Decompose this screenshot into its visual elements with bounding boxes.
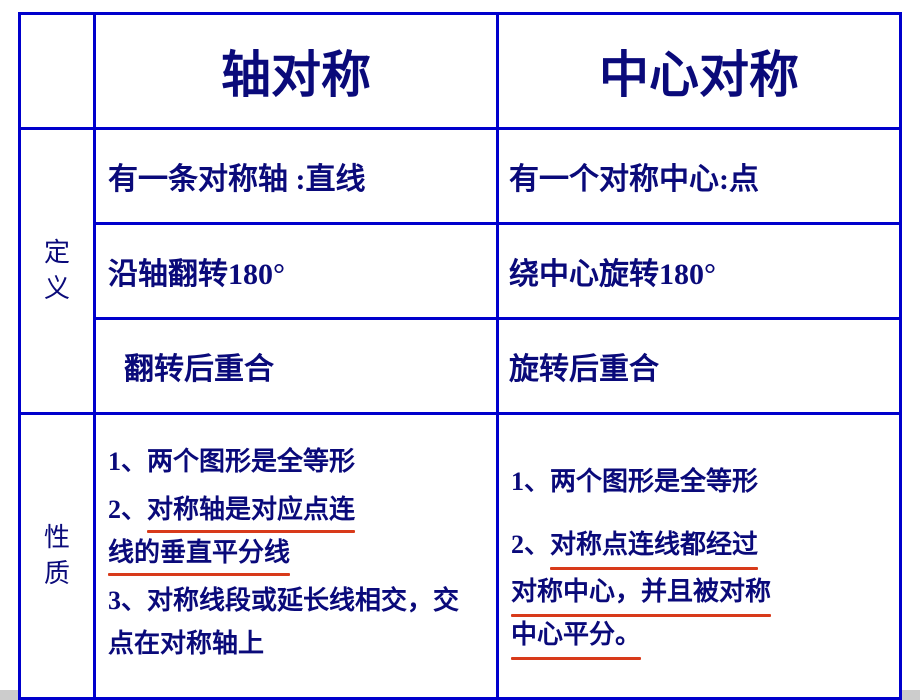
def-axial-2: 沿轴翻转180°: [95, 224, 498, 319]
prop-axial-2-u1: 对称轴是对应点连: [147, 490, 355, 530]
def-row-3: 翻转后重合 旋转后重合: [20, 319, 901, 414]
def-center-3: 旋转后重合: [498, 319, 901, 414]
rowlabel-definition-text: 定义: [33, 235, 81, 308]
corner-blank: [20, 14, 95, 129]
rowlabel-properties-text: 性质: [33, 520, 81, 593]
prop-center-2-lead: 2、: [511, 530, 550, 559]
slide: 轴对称 中心对称 定义 有一条对称轴 :直线 有一个对称中心:点 沿轴翻转180…: [0, 0, 920, 690]
prop-center-2-u1: 对称点连线都经过: [550, 524, 758, 567]
def-center-1: 有一个对称中心:点: [498, 129, 901, 224]
prop-axial-1: 1、两个图形是全等形: [108, 441, 484, 484]
header-row: 轴对称 中心对称: [20, 14, 901, 129]
prop-center-2-u3: 中心平分。: [511, 614, 641, 657]
prop-center-2-wrap: 2、对称点连线都经过: [511, 524, 887, 567]
prop-axial-2-u2: 线的垂直平分线: [108, 533, 290, 573]
prop-axial: 1、两个图形是全等形 2、对称轴是对应点连 线的垂直平分线 3、对称线段或延长线…: [95, 414, 498, 699]
def-axial-3: 翻转后重合: [95, 319, 498, 414]
prop-row: 性质 1、两个图形是全等形 2、对称轴是对应点连 线的垂直平分线 3、对称线段或…: [20, 414, 901, 699]
prop-center: 1、两个图形是全等形 2、对称点连线都经过 对称中心，并且被对称 中心平分。: [498, 414, 901, 699]
def-row-1: 定义 有一条对称轴 :直线 有一个对称中心:点: [20, 129, 901, 224]
rowlabel-properties: 性质: [20, 414, 95, 699]
rowlabel-definition: 定义: [20, 129, 95, 414]
prop-center-2-u2: 对称中心，并且被对称: [511, 571, 771, 614]
def-row-2: 沿轴翻转180° 绕中心旋转180°: [20, 224, 901, 319]
prop-axial-3: 3、对称线段或延长线相交，交点在对称轴上: [108, 580, 484, 666]
def-center-2: 绕中心旋转180°: [498, 224, 901, 319]
header-center: 中心对称: [498, 14, 901, 129]
comparison-table: 轴对称 中心对称 定义 有一条对称轴 :直线 有一个对称中心:点 沿轴翻转180…: [18, 12, 902, 700]
prop-center-1: 1、两个图形是全等形: [511, 461, 887, 504]
def-axial-1: 有一条对称轴 :直线: [95, 129, 498, 224]
prop-axial-2-lead: 2、: [108, 495, 147, 524]
header-axial: 轴对称: [95, 14, 498, 129]
